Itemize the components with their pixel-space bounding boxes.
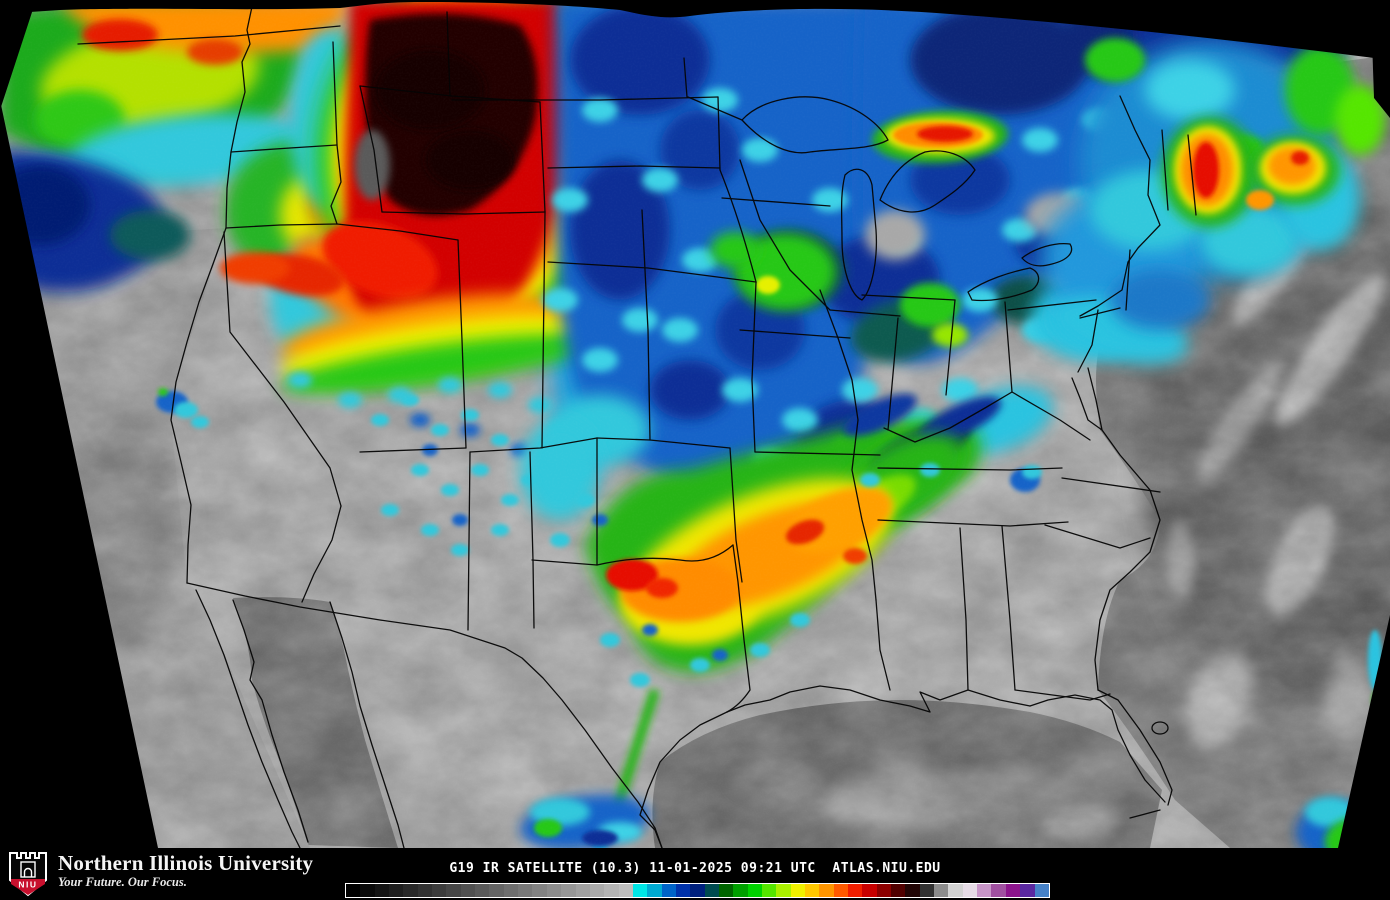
colorbar-cell xyxy=(618,884,633,897)
colorbar-cell xyxy=(503,884,519,897)
colorbar-cell xyxy=(647,884,662,897)
colorbar-cell xyxy=(432,884,447,897)
niu-castle-shield-icon: NIU xyxy=(9,852,47,897)
colorbar-cell xyxy=(805,884,820,897)
colorbar-cell xyxy=(862,884,877,897)
colorbar-cell xyxy=(589,884,605,897)
colorbar-cell xyxy=(446,884,461,897)
colorbar-cell xyxy=(919,884,935,897)
colorbar-cell xyxy=(704,884,719,897)
satellite-map-image xyxy=(0,0,1390,848)
colorbar-cell xyxy=(561,884,576,897)
colorbar-cell xyxy=(575,884,590,897)
colorbar-cell xyxy=(518,884,533,897)
colorbar-cell xyxy=(604,884,619,897)
colorbar-cell xyxy=(747,884,762,897)
colorbar-cell xyxy=(374,884,390,897)
niu-logo: NIU Northern Illinois University Your Fu… xyxy=(8,851,313,897)
colorbar-cell xyxy=(1020,884,1035,897)
colorbar-cell xyxy=(675,884,691,897)
colorbar-cell xyxy=(489,884,504,897)
colorbar-cell xyxy=(718,884,734,897)
colorbar-cell xyxy=(532,884,547,897)
state-borders xyxy=(77,1,1197,848)
colorbar-cell xyxy=(776,884,791,897)
ir-enhancement-colorbar xyxy=(345,883,1050,898)
colorbar-cell xyxy=(977,884,992,897)
colorbar-cell xyxy=(546,884,562,897)
colorbar-cell xyxy=(790,884,805,897)
colorbar-cell xyxy=(1034,884,1049,897)
colorbar-cell xyxy=(417,884,433,897)
colorbar-cell xyxy=(403,884,418,897)
colorbar-cell xyxy=(891,884,906,897)
colorbar-cell xyxy=(1005,884,1021,897)
footer-bar: NIU Northern Illinois University Your Fu… xyxy=(0,848,1390,900)
colorbar-cell xyxy=(389,884,404,897)
colorbar-cell xyxy=(690,884,705,897)
colorbar-cell xyxy=(661,884,676,897)
pixel-grain xyxy=(0,0,1390,848)
colorbar-cell xyxy=(948,884,963,897)
colorbar-cell xyxy=(733,884,748,897)
colorbar-cell xyxy=(460,884,476,897)
colorbar-cell xyxy=(819,884,834,897)
colorbar-cell xyxy=(991,884,1006,897)
image-caption: G19 IR SATELLITE (10.3) 11-01-2025 09:21… xyxy=(449,861,941,876)
colorbar-cell xyxy=(833,884,849,897)
satellite-map xyxy=(0,0,1390,848)
colorbar-cell xyxy=(848,884,863,897)
org-name: Northern Illinois University xyxy=(58,851,314,875)
colorbar-cell xyxy=(346,884,361,897)
colorbar-cell xyxy=(632,884,648,897)
colorbar-cell xyxy=(475,884,490,897)
projection-edge xyxy=(0,0,1390,848)
niu-shield-text: NIU xyxy=(18,880,37,890)
colorbar-cell xyxy=(934,884,949,897)
niu-wordmark: Northern Illinois University Your Future… xyxy=(58,851,313,890)
colorbar-cell xyxy=(962,884,978,897)
colorbar-cell xyxy=(876,884,892,897)
org-tagline: Your Future. Our Focus. xyxy=(58,875,187,889)
colorbar-cell xyxy=(905,884,920,897)
colorbar-cell xyxy=(360,884,375,897)
colorbar-cell xyxy=(761,884,777,897)
